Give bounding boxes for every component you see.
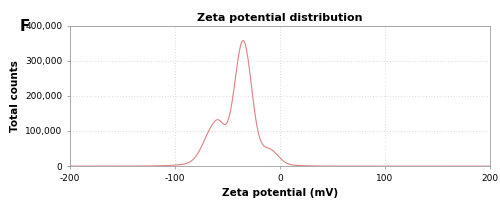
Title: Zeta potential distribution: Zeta potential distribution xyxy=(197,13,363,23)
X-axis label: Zeta potential (mV): Zeta potential (mV) xyxy=(222,188,338,198)
Y-axis label: Total counts: Total counts xyxy=(10,60,20,132)
Text: F: F xyxy=(20,19,30,33)
